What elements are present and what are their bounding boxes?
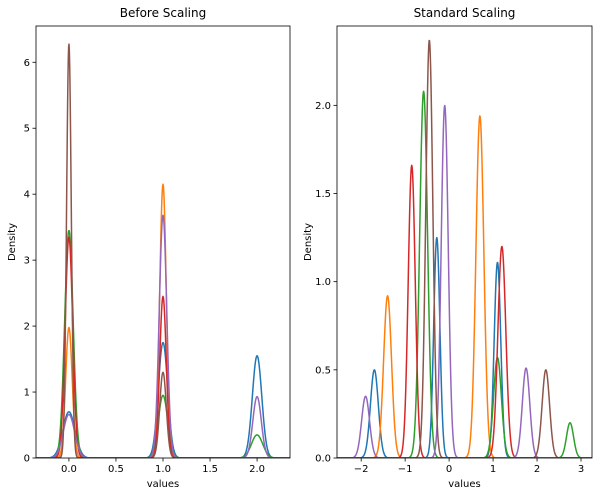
y-tick-label: 0.0 [315, 454, 331, 465]
series-line-5 [36, 214, 290, 458]
series-line-2 [36, 183, 290, 458]
x-tick-label: 3 [578, 464, 584, 475]
x-tick-label: 0 [446, 464, 452, 475]
series-group [337, 39, 592, 458]
chart-title: Standard Scaling [414, 6, 516, 20]
y-axis-label: Density [7, 223, 18, 261]
y-tick-label: 0.5 [315, 365, 331, 376]
x-tick-label: 1.0 [155, 464, 171, 475]
plot-frame [336, 25, 593, 459]
x-axis-label: values [448, 479, 481, 490]
series-line-3 [337, 90, 592, 458]
x-tick-label: −2 [354, 464, 369, 475]
series-line-5 [337, 104, 592, 458]
x-tick-label: 2.0 [249, 464, 265, 475]
subplot-1: 0.0 0.5 1.0 1.5 2.0 0 1 2 3 4 5 6 Before Scaling valu… [7, 6, 291, 490]
series-line-2 [337, 115, 592, 458]
x-tick-label: 1.5 [202, 464, 218, 475]
x-tick-label: 1 [490, 464, 496, 475]
y-tick-label: 3 [24, 256, 30, 267]
series-line-6 [337, 39, 592, 458]
x-tick-label: 0.5 [108, 464, 124, 475]
y-tick-label: 5 [24, 124, 30, 135]
y-tick-label: 6 [24, 58, 30, 69]
x-tick-label: 0.0 [61, 464, 77, 475]
series-line-4 [337, 164, 592, 458]
chart-title: Before Scaling [120, 6, 207, 20]
y-tick-label: 4 [24, 190, 30, 201]
x-tick-label: 2 [534, 464, 540, 475]
y-tick-label: 1.5 [315, 189, 331, 200]
x-axis-label: values [147, 479, 180, 490]
x-tick-label: −1 [398, 464, 413, 475]
series-line-1 [337, 236, 592, 458]
y-tick-label: 0 [24, 454, 30, 465]
y-tick-label: 1.0 [315, 277, 331, 288]
subplot-2: −2 −1 0 1 2 3 0.0 0.5 1.0 1.5 2.0 Standard Scaling v… [303, 6, 593, 490]
y-tick-label: 1 [24, 388, 30, 399]
y-tick-label: 2 [24, 322, 30, 333]
y-axis-label: Density [303, 223, 314, 261]
series-group [36, 43, 290, 458]
y-tick-label: 2.0 [315, 101, 331, 112]
